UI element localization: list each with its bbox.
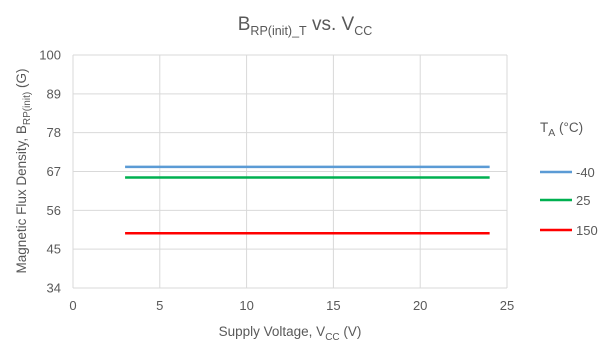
legend-title: TA (°C)	[540, 120, 583, 139]
y-axis-ticks: 34 45 56 67 78 89 100	[39, 48, 61, 296]
y-tick-label: 56	[47, 203, 61, 218]
x-tick-label: 0	[69, 298, 76, 313]
x-tick-label: 10	[239, 298, 253, 313]
y-tick-label: 78	[47, 125, 61, 140]
x-axis-label: Supply Voltage, VCC (V)	[219, 324, 362, 343]
legend-label--40: -40	[576, 165, 595, 180]
x-tick-label: 5	[156, 298, 163, 313]
chart-title: BRP(init)_T vs. VCC	[238, 14, 373, 38]
y-tick-label: 45	[47, 242, 61, 257]
x-tick-label: 15	[326, 298, 340, 313]
y-tick-label: 34	[47, 281, 61, 296]
legend: -40 25 150	[540, 165, 598, 238]
y-tick-label: 67	[47, 164, 61, 179]
grid-lines	[72, 54, 508, 289]
x-tick-label: 20	[413, 298, 427, 313]
x-axis-ticks: 0 5 10 15 20 25	[69, 298, 514, 313]
y-tick-label: 89	[47, 86, 61, 101]
legend-label-150: 150	[576, 223, 598, 238]
plot-series	[125, 165, 490, 235]
legend-label-25: 25	[576, 193, 590, 208]
y-tick-label: 100	[39, 48, 61, 63]
x-tick-label: 25	[500, 298, 514, 313]
y-axis-label: Magnetic Flux Density, BRP(init) (G)	[14, 69, 33, 274]
